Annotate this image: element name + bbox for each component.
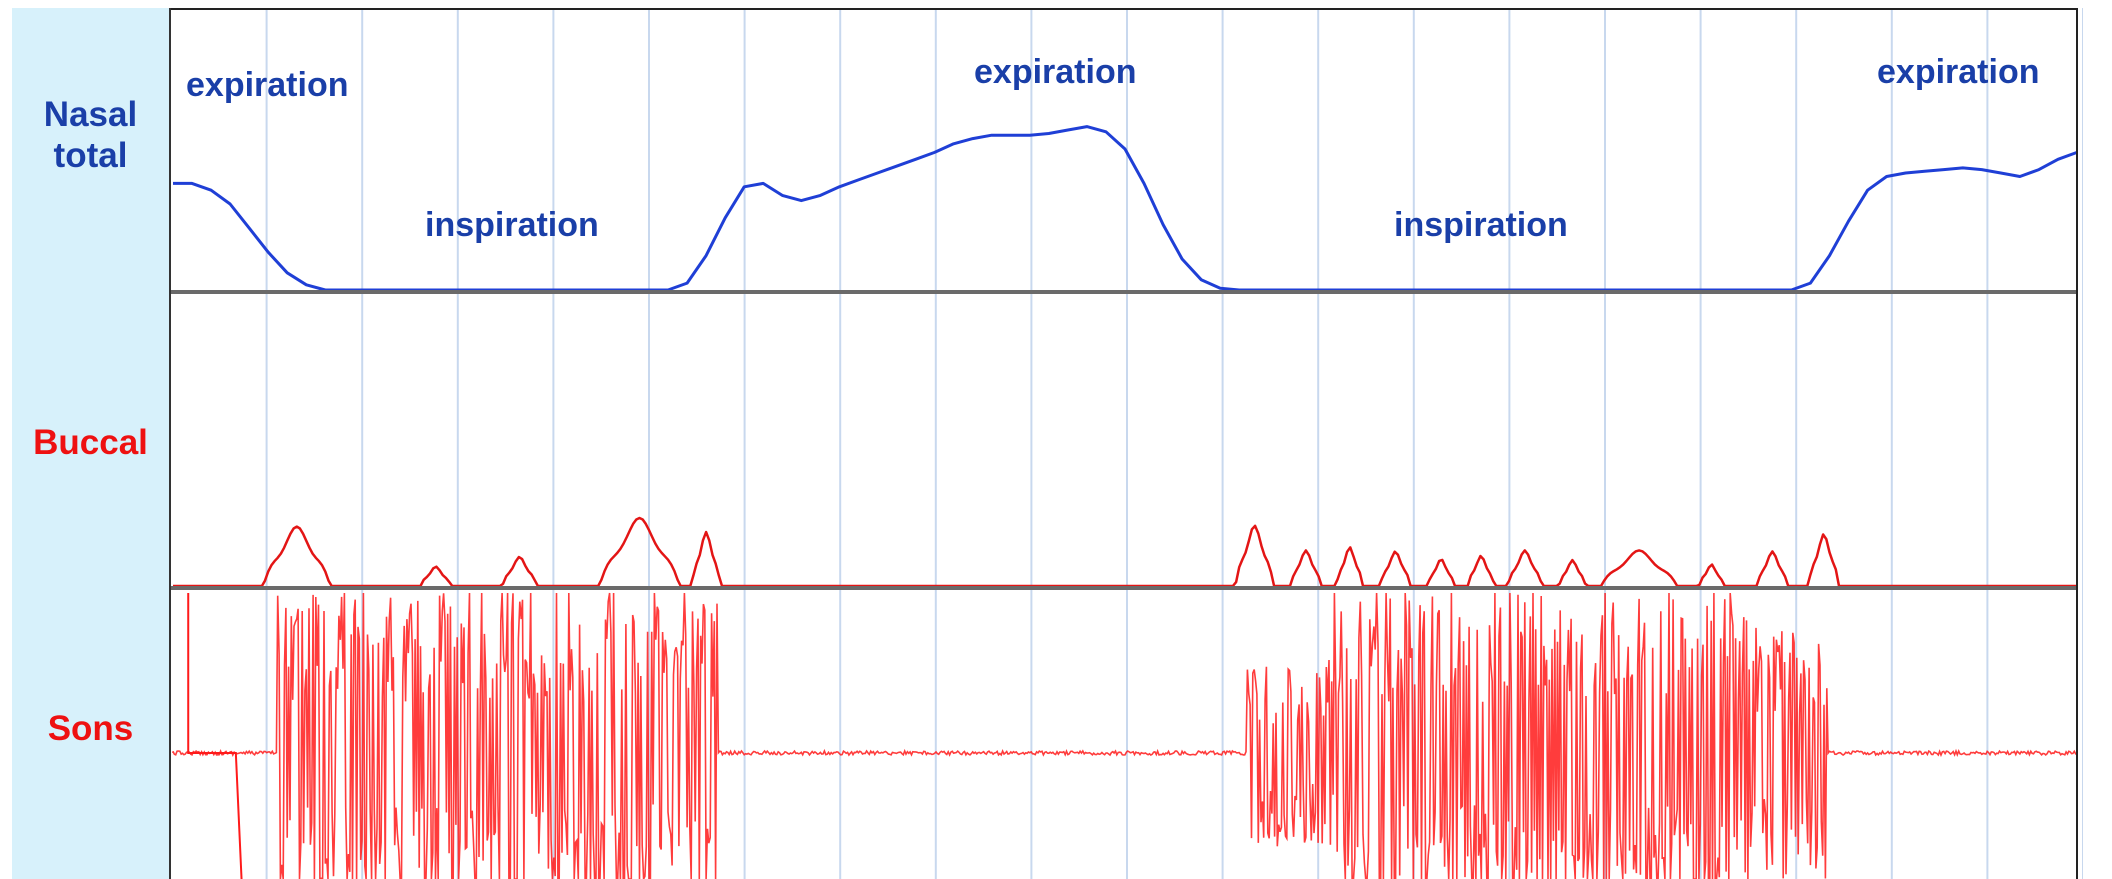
grid-lines [265,8,2083,879]
annotation-expiration-1: expiration [186,66,348,104]
sons-series-start [187,593,243,879]
panel-baselines [171,8,2078,879]
sons-panel [172,592,2078,879]
panel-label-sons: Sons [47,709,134,748]
panel-label-column: Nasal total Buccal Sons [12,8,171,879]
annotations: expiration inspiration expiration inspir… [186,53,2039,244]
annotation-inspiration-2: inspiration [1394,206,1568,244]
annotation-expiration-2: expiration [974,53,1136,91]
sons-series-waveform [172,592,2078,879]
annotation-expiration-3: expiration [1877,53,2039,91]
panel-label-nasal-total: Nasal total [43,95,138,175]
plot-area: expiration inspiration expiration inspir… [171,8,2083,879]
annotation-inspiration-1: inspiration [425,206,599,244]
panel-label-buccal: Buccal [33,423,148,462]
